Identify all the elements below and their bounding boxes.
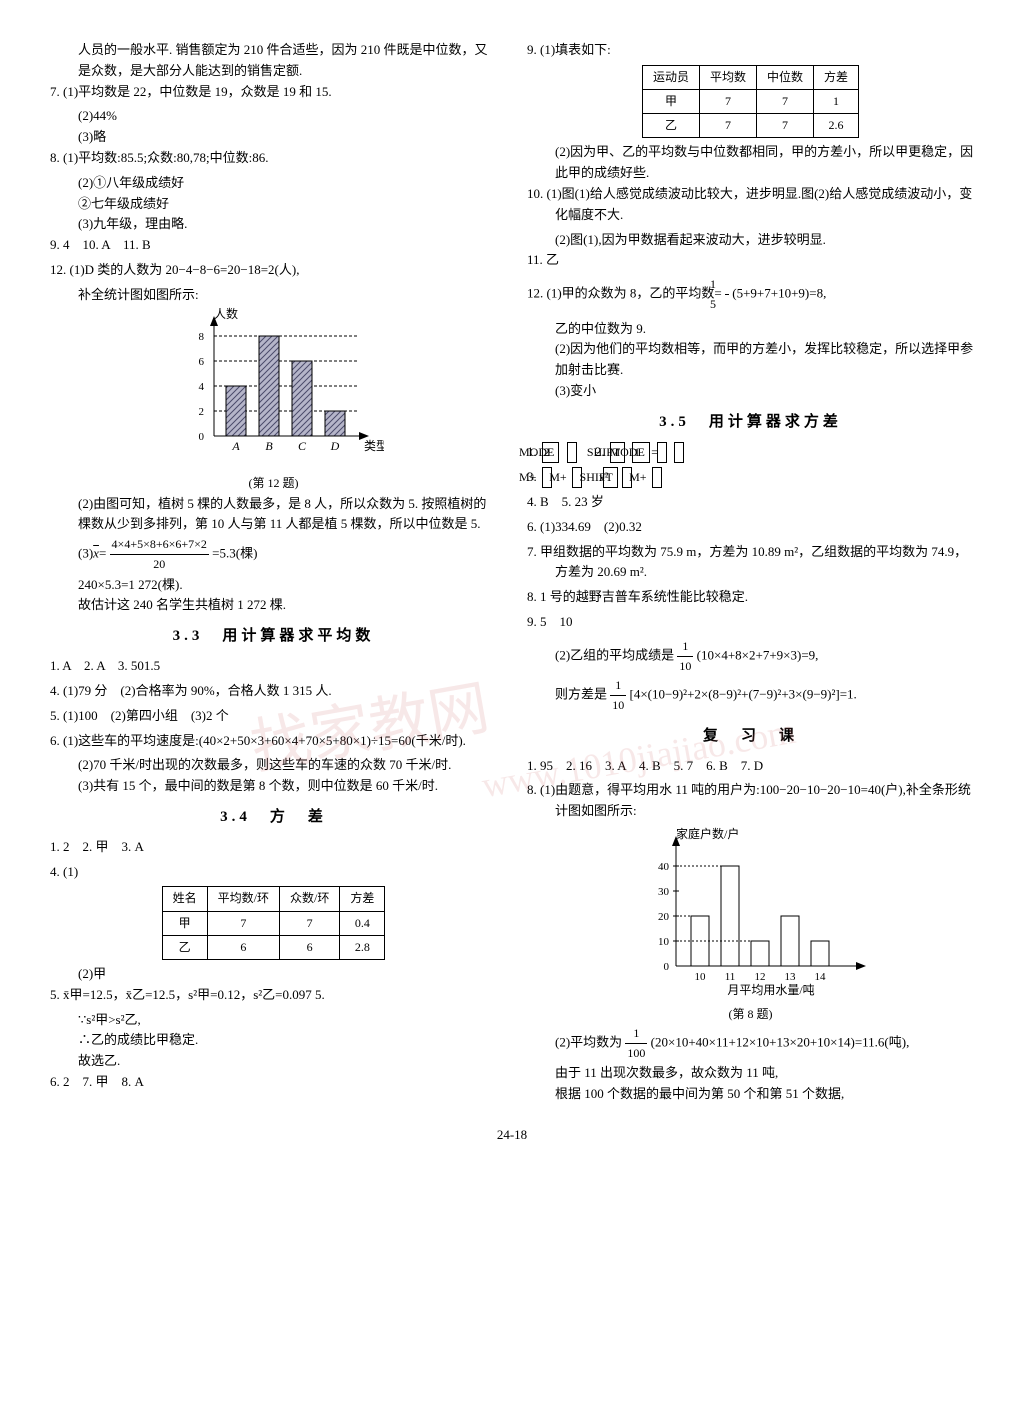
text: (2)因为他们的平均数相等，而甲的方差小，发挥比较稳定，所以选择甲参加射击比赛.: [527, 339, 974, 381]
svg-text:14: 14: [814, 971, 826, 983]
text: (2)甲: [50, 964, 497, 985]
section-heading: 3.5 用计算器求方差: [527, 410, 974, 434]
text: 故估计这 240 名学生共植树 1 272 棵.: [50, 595, 497, 616]
text: (2)44%: [50, 106, 497, 127]
text: ②七年级成绩好: [50, 194, 497, 215]
svg-text:13: 13: [784, 971, 796, 983]
svg-text:11: 11: [724, 971, 735, 983]
text: ∴乙的成绩比甲稳定.: [50, 1030, 497, 1051]
text: 8. (1)平均数:85.5;众数:80,78;中位数:86.: [50, 148, 497, 169]
text: (2)70 千米/时出现的次数最多，则这些车的车速的众数 70 千米/时.: [50, 755, 497, 776]
bar-chart-q12: 人数 2 4 6 8 0: [164, 306, 384, 466]
table-34: 姓名 平均数/环 众数/环 方差 甲7 70.4 乙6 62.8: [162, 886, 386, 960]
section-heading: 3.4 方 差: [50, 805, 497, 829]
text: 5. x̄甲=12.5，x̄乙=12.5，s²甲=0.12，s²乙=0.097 …: [50, 985, 497, 1006]
svg-text:人数: 人数: [214, 306, 238, 321]
text: 1. MODE 2 2. SHIFT MODE 1 =: [527, 442, 974, 463]
text: 240×5.3=1 272(棵).: [50, 575, 497, 596]
text: 则方差是 110 [4×(10−9)²+2×(8−9)²+(7−9)²+3×(9…: [527, 676, 974, 715]
svg-text:40: 40: [658, 861, 670, 873]
chart-caption: (第 8 题): [527, 1005, 974, 1024]
svg-text:月平均用水量/吨: 月平均用水量/吨: [727, 983, 814, 996]
text: 9. 4 10. A 11. B: [50, 235, 497, 256]
svg-text:D: D: [329, 439, 339, 453]
text: 人员的一般水平. 销售额定为 210 件合适些，因为 210 件既是中位数，又是…: [50, 40, 497, 82]
equation: (3)x= 4×4+5×8+6×6+7×220 =5.3(棵): [50, 535, 497, 574]
text: (2)因为甲、乙的平均数与中位数都相同，甲的方差小，所以甲更稳定，因此甲的成绩好…: [527, 142, 974, 184]
text: (2)图(1),因为甲数据看起来波动大，进步较明显.: [527, 230, 974, 251]
text: 1. A 2. A 3. 501.5: [50, 656, 497, 677]
svg-text:0: 0: [198, 431, 204, 443]
svg-text:4: 4: [198, 381, 204, 393]
svg-text:2: 2: [198, 406, 204, 418]
svg-text:B: B: [265, 439, 273, 453]
section-heading: 3.3 用计算器求平均数: [50, 624, 497, 648]
text: (2)由图可知，植树 5 棵的人数最多，是 8 人，所以众数为 5. 按照植树的…: [50, 494, 497, 536]
svg-text:20: 20: [658, 911, 670, 923]
text: (3)九年级，理由略.: [50, 214, 497, 235]
text: (2)①八年级成绩好: [50, 173, 497, 194]
text: 9. 5 10: [527, 612, 974, 633]
text: 4. B 5. 23 岁: [527, 492, 974, 513]
text: 11. 乙: [527, 250, 974, 271]
svg-text:类型: 类型: [364, 439, 384, 453]
text: 补全统计图如图所示:: [50, 285, 497, 306]
svg-text:10: 10: [694, 971, 706, 983]
text: 7. (1)平均数是 22，中位数是 19，众数是 19 和 15.: [50, 82, 497, 103]
text: 8. (1)由题意，得平均用水 11 吨的用户为:100−20−10−20−10…: [527, 780, 974, 822]
text: 1. 95 2. 16 3. A 4. B 5. 7 6. B 7. D: [527, 756, 974, 777]
text: 7. 甲组数据的平均数为 75.9 m，方差为 10.89 m²，乙组数据的平均…: [527, 542, 974, 584]
text: (2)平均数为 1100 (20×10+40×11+12×10+13×20+10…: [527, 1024, 974, 1063]
svg-text:30: 30: [658, 886, 670, 898]
svg-text:0: 0: [663, 961, 669, 973]
svg-text:8: 8: [198, 331, 204, 343]
section-heading: 复 习 课: [527, 724, 974, 748]
text: 10. (1)图(1)给人感觉成绩波动比较大，进步明显.图(2)给人感觉成绩波动…: [527, 184, 974, 226]
text: 6. (1)这些车的平均速度是:(40×2+50×3+60×4+70×5+80×…: [50, 731, 497, 752]
text: 6. 2 7. 甲 8. A: [50, 1072, 497, 1093]
text: (3)共有 15 个，最中间的数是第 8 个数，则中位数是 60 千米/时.: [50, 776, 497, 797]
text: 4. (1)79 分 (2)合格率为 90%，合格人数 1 315 人.: [50, 681, 497, 702]
text: 12. (1)D 类的人数为 20−4−8−6=20−18=2(人),: [50, 260, 497, 281]
text: 故选乙.: [50, 1051, 497, 1072]
text: 3. M+ M+ SHIFTx² M+: [527, 467, 974, 488]
text: (2)乙组的平均成绩是 110 (10×4+8×2+7+9×3)=9,: [527, 637, 974, 676]
bar-chart-q8: 家庭户数/户 10 20 30 40 0: [621, 826, 881, 996]
svg-text:12: 12: [754, 971, 765, 983]
text: 由于 11 出现次数最多，故众数为 11 吨,: [527, 1063, 974, 1084]
svg-text:家庭户数/户: 家庭户数/户: [676, 826, 739, 841]
text: 1. 2 2. 甲 3. A: [50, 837, 497, 858]
page-number: 24-18: [50, 1125, 974, 1146]
text: ∵s²甲>s²乙,: [50, 1010, 497, 1031]
text: 8. 1 号的越野吉普车系统性能比较稳定.: [527, 587, 974, 608]
text: 根据 100 个数据的最中间为第 50 个和第 51 个数据,: [527, 1084, 974, 1105]
table-9: 运动员 平均数 中位数 方差 甲7 71 乙7 72.6: [642, 65, 859, 139]
text: 9. (1)填表如下:: [527, 40, 974, 61]
text: 乙的中位数为 9.: [527, 319, 974, 340]
svg-text:C: C: [297, 439, 306, 453]
text: (3)变小: [527, 381, 974, 402]
svg-text:10: 10: [658, 936, 670, 948]
chart-caption: (第 12 题): [50, 474, 497, 493]
text: 6. (1)334.69 (2)0.32: [527, 517, 974, 538]
text: 12. (1)甲的众数为 8，乙的平均数= 15 (5+9+7+10+9)=8,: [527, 275, 974, 314]
svg-text:A: A: [231, 439, 240, 453]
text: 4. (1): [50, 862, 497, 883]
svg-text:6: 6: [198, 356, 204, 368]
text: (3)略: [50, 127, 497, 148]
text: 5. (1)100 (2)第四小组 (3)2 个: [50, 706, 497, 727]
